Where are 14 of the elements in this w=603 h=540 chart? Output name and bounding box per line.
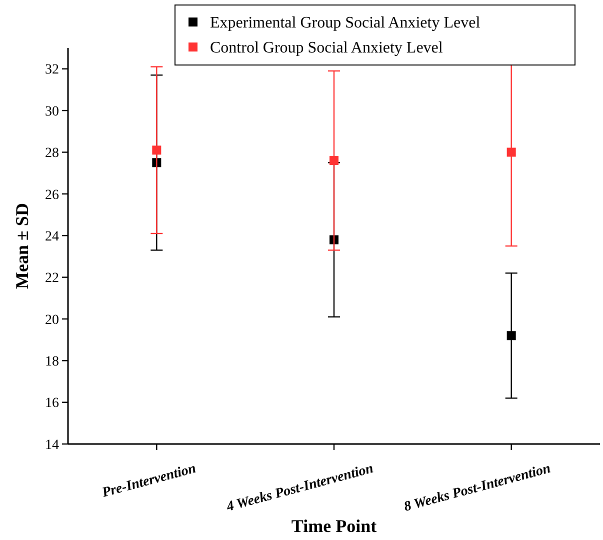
legend-label: Experimental Group Social Anxiety Level — [210, 14, 481, 32]
y-tick-label: 20 — [45, 312, 59, 328]
x-axis-title: Time Point — [291, 516, 377, 536]
y-axis-title: Mean ± SD — [12, 203, 32, 289]
y-tick-label: 28 — [45, 146, 59, 162]
y-tick-label: 16 — [45, 396, 59, 412]
y-tick-label: 24 — [45, 229, 59, 244]
y-tick-label: 14 — [45, 438, 59, 453]
y-tick-label: 26 — [45, 188, 59, 203]
y-tick-label: 18 — [45, 354, 59, 370]
y-tick-label: 30 — [45, 104, 59, 120]
legend-label: Control Group Social Anxiety Level — [210, 40, 444, 57]
y-tick-label: 32 — [45, 62, 59, 78]
y-tick-label: 22 — [45, 271, 59, 286]
